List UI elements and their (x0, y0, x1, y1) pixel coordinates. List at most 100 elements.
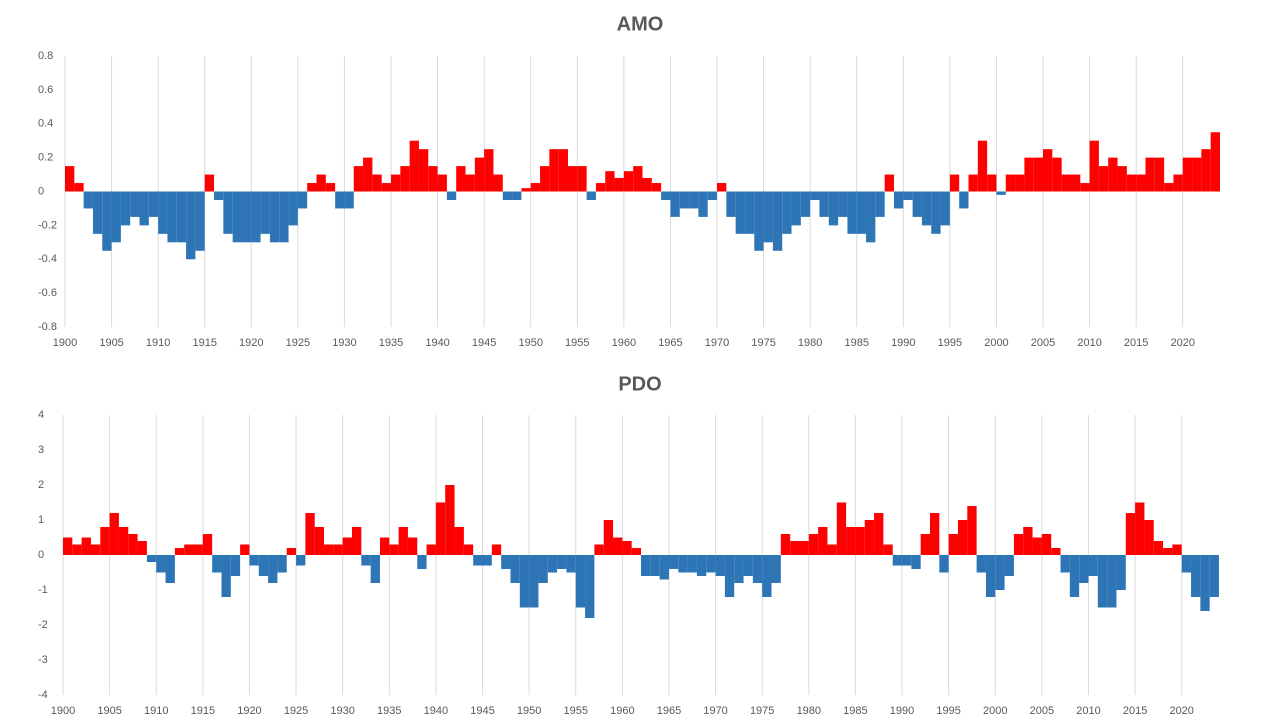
bar (426, 544, 436, 555)
bar (1061, 174, 1071, 192)
bar (214, 191, 224, 200)
y-tick-label: 1 (38, 514, 44, 526)
bar (1172, 544, 1182, 555)
bar (650, 555, 660, 576)
bar (1108, 157, 1118, 192)
bar (836, 502, 847, 555)
bar (763, 191, 773, 243)
x-tick-label: 1960 (612, 337, 636, 349)
x-tick-label: 2005 (1030, 705, 1054, 717)
bar (855, 527, 865, 555)
bar (715, 555, 725, 576)
x-tick-label: 1975 (751, 337, 775, 349)
bar (687, 555, 697, 573)
x-tick-label: 1905 (97, 705, 121, 717)
bar (957, 520, 968, 555)
bar (614, 177, 624, 192)
y-tick-label: 2 (38, 479, 44, 491)
bar (1135, 502, 1145, 555)
x-tick-label: 1920 (237, 705, 261, 717)
chart-title: PDO (618, 373, 661, 395)
bar (409, 140, 419, 192)
bar (418, 149, 429, 192)
bar (1145, 157, 1155, 192)
x-tick-label: 1910 (146, 337, 170, 349)
x-tick-label: 1905 (99, 337, 123, 349)
bar (1125, 513, 1136, 555)
bar (996, 191, 1006, 195)
bar (221, 555, 231, 597)
bar (678, 555, 688, 573)
bar (1126, 174, 1137, 192)
x-tick-label: 1945 (472, 337, 496, 349)
bar (100, 527, 110, 555)
bar (892, 555, 903, 566)
bar (847, 191, 857, 234)
bar (959, 191, 969, 209)
bar (549, 149, 559, 192)
bar (930, 513, 940, 555)
bar (603, 520, 614, 555)
bar (120, 191, 131, 226)
bar (389, 544, 399, 555)
bar (706, 555, 716, 573)
bar (186, 191, 196, 260)
bar (586, 191, 596, 200)
bar (1154, 157, 1165, 192)
bar (269, 191, 280, 243)
bar (454, 527, 464, 555)
bar (258, 555, 269, 576)
bar (1024, 157, 1034, 192)
bar (893, 191, 904, 209)
bar (1069, 555, 1080, 597)
bar (987, 174, 997, 192)
bar (585, 555, 595, 618)
bar (726, 191, 736, 217)
bar (679, 191, 690, 209)
bar (735, 191, 745, 234)
bar (633, 166, 643, 192)
bar (381, 183, 392, 192)
x-tick-label: 1930 (330, 705, 354, 717)
y-tick-label: 0.8 (38, 50, 53, 62)
bar (828, 191, 839, 226)
x-tick-label: 2015 (1123, 705, 1147, 717)
bar (540, 166, 550, 192)
bar (1043, 149, 1053, 192)
bar (81, 537, 91, 555)
bar (83, 191, 93, 209)
bar (277, 555, 287, 573)
bar (212, 555, 222, 573)
bar (1192, 157, 1202, 192)
bar (707, 191, 718, 200)
bar (174, 548, 185, 555)
bar (240, 544, 250, 555)
bar (696, 555, 707, 576)
y-tick-label: -0.6 (38, 287, 57, 299)
bar (808, 534, 819, 555)
x-tick-label: 1965 (658, 337, 682, 349)
bar (1181, 555, 1192, 573)
bar (605, 171, 615, 192)
bar (724, 555, 735, 597)
bar (307, 183, 317, 192)
bar (241, 191, 252, 243)
bar (333, 544, 343, 555)
bar (92, 191, 103, 234)
bar (260, 191, 270, 234)
bar (128, 534, 138, 555)
bar (251, 191, 261, 243)
bar (911, 555, 921, 569)
x-tick-label: 1925 (284, 705, 308, 717)
y-tick-label: 0.6 (38, 84, 53, 96)
y-tick-label: -2 (38, 619, 48, 631)
bar (1013, 534, 1024, 555)
bar (771, 555, 781, 583)
bar (931, 191, 941, 234)
bar (1098, 166, 1109, 192)
bar (1070, 174, 1081, 192)
bar (1060, 555, 1070, 573)
bar (372, 174, 382, 192)
bar (557, 555, 567, 569)
bar (493, 174, 503, 192)
